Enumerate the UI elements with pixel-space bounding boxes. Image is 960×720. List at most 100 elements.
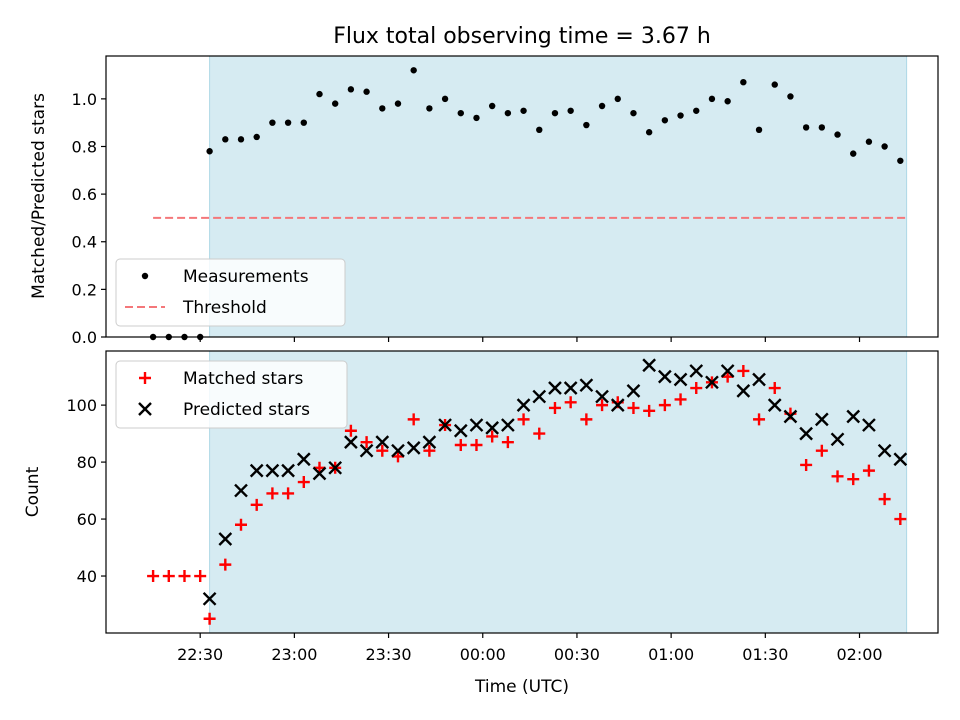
bottom-point	[202, 591, 217, 606]
bottom-point	[753, 413, 766, 426]
top-point	[865, 138, 873, 145]
bottom-x-tick-label: 01:00	[648, 645, 694, 664]
bottom-point	[548, 401, 561, 414]
bottom-point	[846, 409, 861, 424]
bottom-point	[532, 389, 547, 404]
bottom-point	[720, 364, 735, 378]
bottom-point	[219, 558, 232, 571]
top-point	[206, 148, 213, 155]
bottom-point	[878, 493, 891, 506]
bottom-point	[800, 458, 813, 471]
bottom-point	[736, 384, 751, 398]
bottom-point	[376, 444, 389, 457]
bottom-point	[453, 423, 468, 438]
bottom-point	[407, 413, 420, 426]
bottom-point	[147, 570, 160, 583]
bottom-x-tick-label: 23:30	[366, 645, 412, 664]
top-y-tick-label: 0.4	[72, 233, 97, 252]
top-point	[253, 133, 260, 141]
bottom-point	[767, 398, 782, 412]
bottom-point	[485, 421, 500, 435]
bottom-point	[162, 570, 175, 583]
chart-title: Flux total observing time = 3.67 h	[333, 24, 711, 49]
top-point	[222, 136, 229, 143]
top-point	[897, 157, 904, 164]
top-point	[708, 95, 716, 103]
bottom-point	[423, 444, 436, 457]
top-point	[551, 109, 559, 117]
bottom-legend-marker	[139, 372, 151, 384]
top-point	[441, 95, 449, 103]
top-point	[771, 81, 778, 88]
bottom-point	[610, 398, 625, 412]
bottom-panel: 40 60 80 100 22:30 23:00 23:30 00:00 00:30 01:00 0…	[66, 350, 939, 664]
bottom-point	[501, 436, 514, 449]
bottom-x-tick-label: 22:30	[177, 645, 223, 664]
top-y-axis-label: Matched/Predicted stars	[29, 93, 49, 299]
top-point	[787, 93, 794, 100]
bottom-x-tick-label: 00:00	[460, 645, 506, 664]
top-point	[269, 119, 276, 126]
top-legend-label: Threshold	[182, 298, 267, 318]
bottom-point	[894, 513, 907, 526]
top-point	[755, 126, 763, 134]
top-point	[614, 95, 621, 103]
bottom-point	[469, 418, 484, 432]
top-y-tick-label: 0.2	[72, 280, 97, 299]
bottom-point	[344, 435, 358, 450]
bottom-point	[281, 463, 295, 478]
top-point	[881, 143, 888, 150]
bottom-x-tick-label: 23:00	[271, 645, 317, 664]
top-legend-box	[115, 258, 346, 327]
bottom-x-tick-label: 01:30	[742, 645, 788, 664]
bottom-point	[658, 369, 672, 384]
bottom-point	[422, 435, 437, 450]
top-point	[850, 150, 857, 157]
bottom-point	[893, 452, 908, 467]
bottom-point	[406, 440, 421, 455]
bottom-point	[689, 364, 704, 378]
top-point	[473, 114, 480, 122]
bottom-y-axis-label: Count	[23, 466, 43, 517]
bottom-point	[218, 532, 233, 546]
bottom-point	[862, 464, 875, 477]
top-point	[316, 90, 323, 98]
top-frame	[105, 55, 939, 338]
top-point	[630, 109, 637, 117]
bottom-point	[847, 473, 860, 486]
top-point	[379, 105, 386, 112]
top-point	[645, 129, 653, 136]
bottom-point	[814, 412, 829, 427]
bottom-point	[533, 427, 546, 440]
bottom-point	[282, 487, 295, 500]
bottom-point	[877, 443, 892, 458]
top-point	[394, 100, 402, 107]
top-point	[724, 98, 731, 105]
bottom-y-tick-label: 100	[66, 396, 97, 415]
bottom-point	[235, 518, 248, 531]
top-point	[818, 124, 826, 131]
bottom-legend-label: Matched stars	[183, 369, 303, 389]
bottom-point	[203, 612, 216, 625]
bottom-point	[626, 384, 641, 398]
top-point	[363, 88, 370, 95]
bottom-point	[674, 393, 687, 406]
bottom-point	[831, 470, 844, 483]
top-point	[520, 107, 527, 114]
top-point	[284, 119, 292, 126]
top-point	[347, 86, 355, 93]
bottom-point	[737, 364, 750, 377]
bottom-point	[234, 483, 248, 498]
bottom-point	[768, 382, 781, 395]
bottom-legend-marker	[138, 402, 152, 416]
bottom-point	[359, 443, 374, 458]
bottom-point	[178, 570, 191, 583]
bottom-point	[596, 399, 609, 412]
bottom-point	[296, 452, 311, 467]
bottom-point	[266, 487, 279, 500]
bottom-point	[862, 418, 876, 432]
bottom-point	[486, 430, 499, 443]
bottom-point	[579, 378, 594, 393]
bottom-point	[799, 426, 813, 441]
top-point	[661, 117, 669, 124]
